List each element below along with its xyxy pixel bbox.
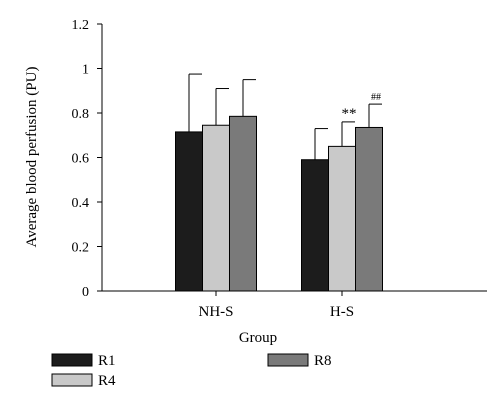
bar-R4-H-S	[328, 145, 356, 292]
bars	[175, 115, 383, 292]
significance-marker: ##	[371, 92, 381, 103]
x-axis-ticks: NH-S H-S	[198, 291, 354, 320]
y-tick-label: 0.2	[72, 241, 90, 256]
y-tick-label: 0.8	[72, 107, 90, 122]
legend-label-R4: R4	[98, 373, 116, 389]
y-tick-label: 0.4	[72, 196, 90, 211]
significance-marker: **	[342, 106, 357, 122]
legend-label-R1: R1	[98, 353, 116, 369]
bar-R1-NH-S	[175, 131, 203, 292]
axis-lines	[101, 24, 487, 292]
y-axis-ticks: 0 0.2 0.4 0.6 0.8 1 1.2	[72, 18, 102, 300]
bar-R8-H-S	[355, 126, 383, 292]
bar-R1-H-S	[301, 159, 329, 292]
legend-swatch-R1	[51, 353, 93, 367]
bar-R4-NH-S	[202, 124, 230, 292]
error-bars	[188, 73, 382, 160]
x-axis-label: Group	[239, 330, 277, 346]
legend-label-R8: R8	[314, 353, 332, 369]
y-axis-label: Average blood perfusion (PU)	[24, 67, 40, 248]
significance-annotations: ** ##	[342, 92, 382, 122]
legend-swatch-R8	[267, 353, 309, 367]
axes	[101, 24, 487, 292]
x-tick-label: NH-S	[198, 304, 233, 320]
y-tick-label: 1	[82, 63, 89, 78]
legend: R1 R4 R8	[51, 353, 332, 389]
y-tick-label: 0.6	[72, 152, 90, 167]
legend-swatch-R4	[51, 373, 93, 387]
y-tick-label: 0	[82, 285, 89, 300]
x-tick-label: H-S	[330, 304, 354, 320]
y-tick-label: 1.2	[72, 18, 90, 33]
bar-R8-NH-S	[229, 115, 257, 292]
